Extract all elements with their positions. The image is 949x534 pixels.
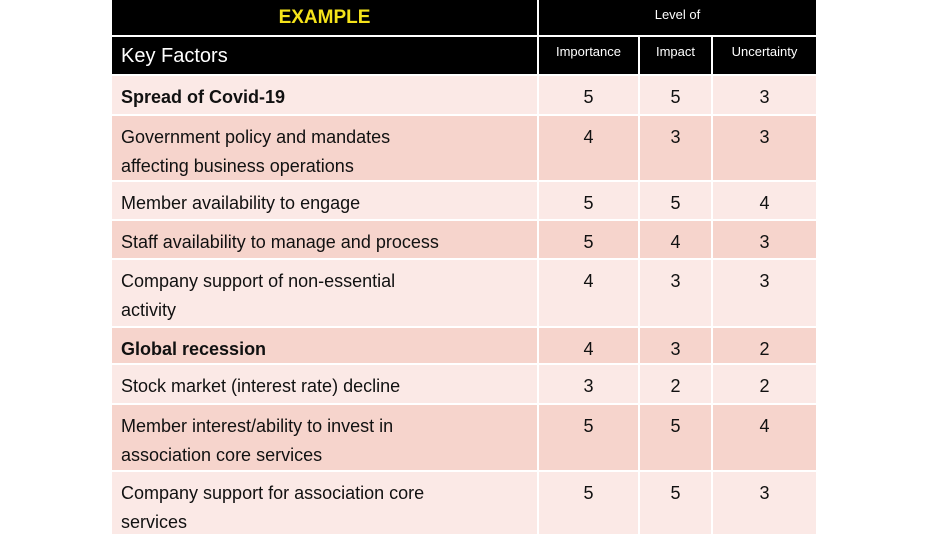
value-cell: 5 — [640, 76, 711, 114]
row-label: Global recession — [121, 339, 267, 359]
row-label-cell: Staff availability to manage and process — [112, 221, 537, 258]
column-header: Impact — [640, 37, 711, 74]
row-label: Government policy and mandates affecting… — [121, 127, 391, 176]
row-label: Company support of non-essential activit… — [121, 271, 396, 320]
row-label: Company support for association core ser… — [121, 483, 425, 532]
row-label: Spread of Covid-19 — [121, 87, 286, 107]
value-cell: 3 — [640, 260, 711, 326]
value-cell: 4 — [713, 405, 816, 470]
value-cell: 3 — [539, 365, 638, 403]
group-header: Level of — [539, 0, 816, 35]
value-cell: 3 — [713, 116, 816, 180]
title-cell: EXAMPLE — [112, 0, 537, 35]
value-cell: 5 — [640, 182, 711, 219]
column-header: Key Factors — [112, 37, 537, 74]
value-cell: 3 — [713, 221, 816, 258]
value-cell: 4 — [539, 328, 638, 363]
value-cell: 3 — [713, 260, 816, 326]
value-cell: 2 — [640, 365, 711, 403]
value-cell: 3 — [640, 116, 711, 180]
value-cell: 4 — [713, 182, 816, 219]
value-cell: 2 — [713, 328, 816, 363]
row-label: Member interest/ability to invest in ass… — [121, 416, 394, 465]
row-label-cell: Stock market (interest rate) decline — [112, 365, 537, 403]
column-header: Importance — [539, 37, 638, 74]
value-cell: 3 — [713, 472, 816, 534]
value-cell: 5 — [640, 405, 711, 470]
value-cell: 3 — [713, 76, 816, 114]
value-cell: 3 — [640, 328, 711, 363]
value-cell: 2 — [713, 365, 816, 403]
value-cell: 4 — [539, 260, 638, 326]
column-header: Uncertainty — [713, 37, 816, 74]
row-label-cell: Spread of Covid-19 — [112, 76, 537, 114]
value-cell: 5 — [539, 472, 638, 534]
value-cell: 4 — [640, 221, 711, 258]
row-label-cell: Global recession — [112, 328, 537, 363]
row-label-cell: Member interest/ability to invest in ass… — [112, 405, 537, 470]
row-label: Staff availability to manage and process — [121, 232, 439, 252]
value-cell: 5 — [539, 76, 638, 114]
value-cell: 5 — [640, 472, 711, 534]
value-cell: 5 — [539, 182, 638, 219]
value-cell: 5 — [539, 405, 638, 470]
row-label-cell: Government policy and mandates affecting… — [112, 116, 537, 180]
row-label-cell: Member availability to engage — [112, 182, 537, 219]
row-label: Stock market (interest rate) decline — [121, 376, 401, 396]
row-label: Member availability to engage — [121, 193, 361, 213]
column-header-text: Key Factors — [121, 45, 228, 67]
value-cell: 5 — [539, 221, 638, 258]
row-label-cell: Company support for association core ser… — [112, 472, 537, 534]
value-cell: 4 — [539, 116, 638, 180]
title: EXAMPLE — [278, 7, 371, 28]
row-label-cell: Company support of non-essential activit… — [112, 260, 537, 326]
